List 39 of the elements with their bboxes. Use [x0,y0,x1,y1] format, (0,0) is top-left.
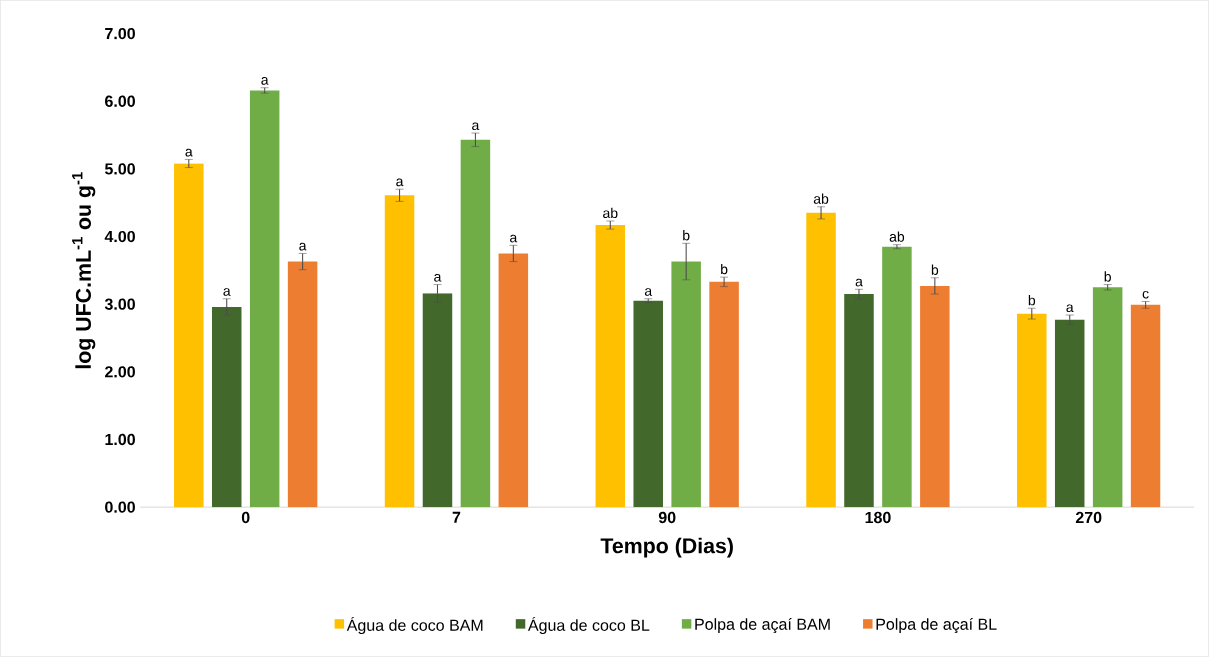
data-label: b [931,264,939,275]
data-label: a [299,242,307,251]
legend-label: Água de coco BAM [346,617,483,635]
data-label: ab [889,231,905,242]
x-tick-label: 7 [452,511,461,523]
y-tick-label: 4.00 [104,230,135,243]
data-label: a [855,278,863,287]
data-label: a [1066,304,1074,313]
data-label: b [1104,271,1111,282]
legend-label: Polpa de açaí BL [876,618,997,634]
data-label: a [510,234,518,243]
y-tick-label: 2.00 [105,366,135,378]
legend-label: Polpa de açaí BAM [695,618,830,634]
data-label: a [472,122,480,131]
data-label: a [185,148,193,157]
x-tick-label: 180 [865,511,891,524]
y-tick-label: 6.00 [105,95,135,108]
data-label: a [644,288,653,296]
data-label: ab [813,193,829,204]
data-label: b [721,264,728,275]
data-label: a [261,77,269,85]
x-axis-title: Tempo (Dias) [600,537,733,558]
x-tick-label: 270 [1075,511,1102,524]
legend-label: Água de coco BL [527,617,650,635]
data-label: a [434,274,442,282]
data-label: b [1028,295,1036,306]
x-tick-label: 0 [241,511,250,524]
data-label: a [396,178,404,187]
y-tick-label: 0.00 [105,501,135,513]
y-tick-label: 7.00 [105,28,135,40]
y-tick-label: 1.00 [105,433,135,446]
data-label: c [1142,290,1149,299]
data-label: ab [603,207,618,219]
data-label: a [223,288,231,296]
y-axis-title: log UFC.mL$^{-1}$ ou g$^{-1}$ [72,172,96,369]
y-tick-label: 5.00 [104,163,135,175]
y-tick-label: 3.00 [104,298,135,310]
data-label: b [683,230,690,241]
x-tick-label: 90 [658,511,676,524]
